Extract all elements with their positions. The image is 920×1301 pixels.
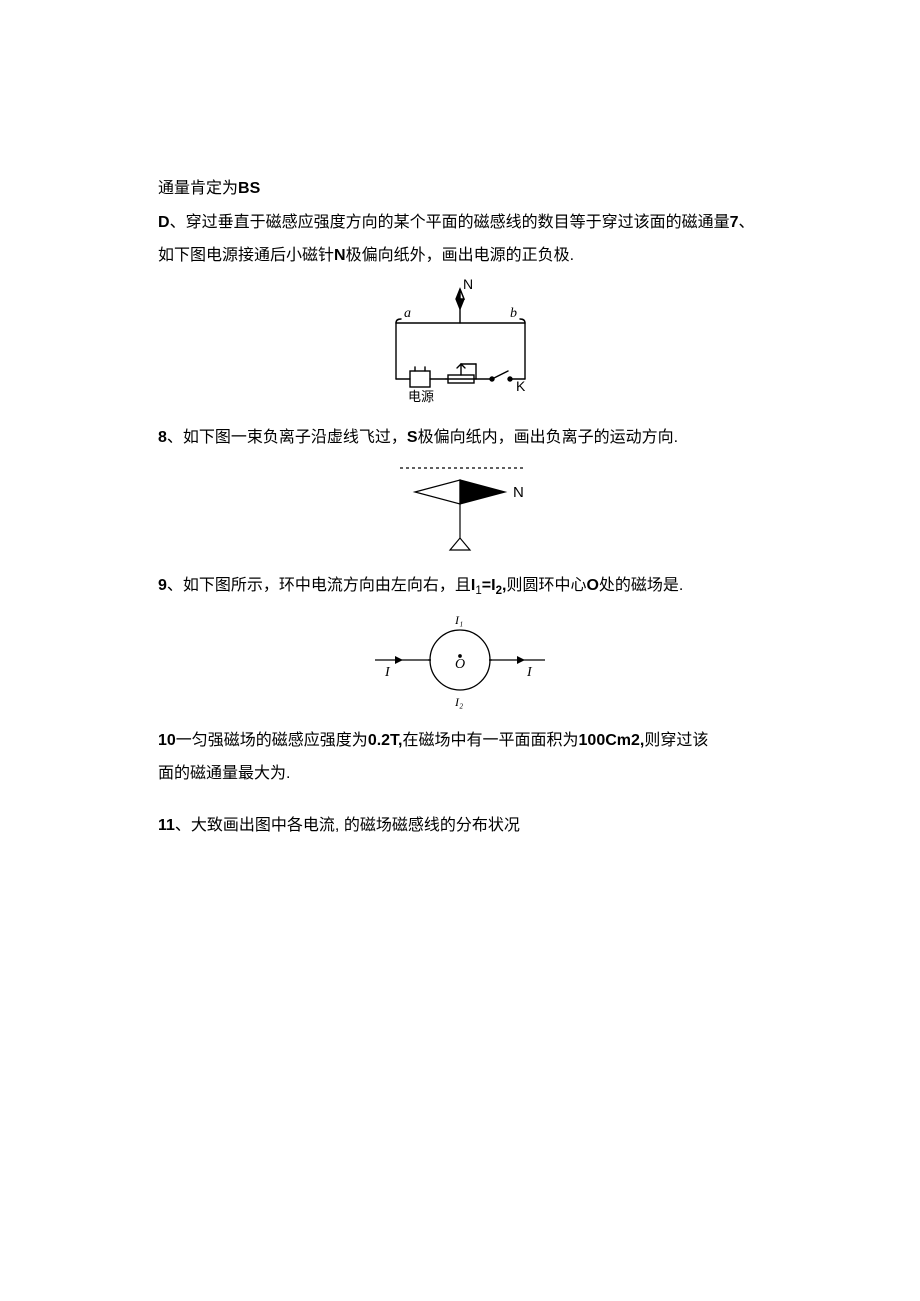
figure-q9-svg: O I₁ I₂ I I <box>355 610 565 710</box>
q9-num: 9 <box>158 577 167 594</box>
q10-line2: 面的磁通量最大为. <box>158 757 762 791</box>
fig7-label-K: K <box>516 378 526 394</box>
fig7-label-src: 电源 <box>408 389 434 404</box>
optC-BS: BS <box>238 180 260 197</box>
q8: 8、如下图一束负离子沿虚线飞过，S极偏向纸内，画出负离子的运动方向. <box>158 421 762 455</box>
figure-q8: N <box>158 460 762 559</box>
q10-text1: 一匀强磁场的磁感应强度为 <box>176 732 368 749</box>
q8-num: 8 <box>158 429 167 446</box>
optC-tail-text: 通量肯定为 <box>158 180 238 197</box>
q9-text1: 、如下图所示，环中电流方向由左向右，且 <box>167 577 471 594</box>
fig7-label-N: N <box>463 279 473 292</box>
q9: 9、如下图所示，环中电流方向由左向右，且I1=I2,则圆环中心O处的磁场是. <box>158 569 762 603</box>
q11-num: 11 <box>158 817 175 834</box>
q10-text2: 在磁场中有一平面面积为 <box>403 732 579 749</box>
q8-text2: 极偏向纸内，画出负离子的运动方向. <box>418 429 678 446</box>
figure-q7-svg: N a b 电源 K <box>368 279 553 407</box>
figure-q9: O I₁ I₂ I I <box>158 610 762 714</box>
q10-num: 10 <box>158 732 176 749</box>
figure-q8-svg: N <box>355 460 565 555</box>
q10-line1: 10一匀强磁场的磁感应强度为0.2T,在磁场中有一平面面积为100Cm2,则穿过… <box>158 724 762 758</box>
fig7-label-a: a <box>404 306 411 321</box>
fig9-label-I-left: I <box>384 665 391 680</box>
fig8-label-N: N <box>513 484 524 501</box>
q9-text2: 则圆环中心 <box>506 577 586 594</box>
q9-O: O <box>586 577 598 594</box>
fig9-label-I2: I₂ <box>454 695 463 709</box>
q8-text1: 、如下图一束负离子沿虚线飞过， <box>167 429 407 446</box>
q11: 11、大致画出图中各电流, 的磁场磁感线的分布状况 <box>158 809 762 843</box>
fig9-label-I-right: I <box>526 665 533 680</box>
optD-text1: 、穿过垂直于磁感应强度方向的某个平面的磁感线的数目等于穿过该面的磁通量 <box>170 214 730 231</box>
fig9-label-I1: I₁ <box>454 613 463 627</box>
fig7-label-b: b <box>510 306 517 321</box>
q10-text3: 则穿过该 <box>644 732 708 749</box>
optD-label: D <box>158 214 170 231</box>
q10-val2: 100Cm2, <box>579 732 645 749</box>
figure-q7: N a b 电源 K <box>158 279 762 411</box>
q7-tail: 极偏向纸外，画出电源的正负极. <box>346 247 574 264</box>
fig9-label-O: O <box>455 657 465 672</box>
q9-text3: 处的磁场是. <box>599 577 683 594</box>
q7-N: N <box>334 247 346 264</box>
q10-val1: 0.2T, <box>368 732 403 749</box>
q11-text: 、大致画出图中各电流, 的磁场磁感线的分布状况 <box>175 817 520 834</box>
q9-eq: = <box>482 577 491 594</box>
optC-tail: 通量肯定为BS <box>158 172 762 206</box>
optD-and-q7: D、穿过垂直于磁感应强度方向的某个平面的磁感线的数目等于穿过该面的磁通量7、如下… <box>158 206 762 273</box>
q8-S: S <box>407 429 418 446</box>
